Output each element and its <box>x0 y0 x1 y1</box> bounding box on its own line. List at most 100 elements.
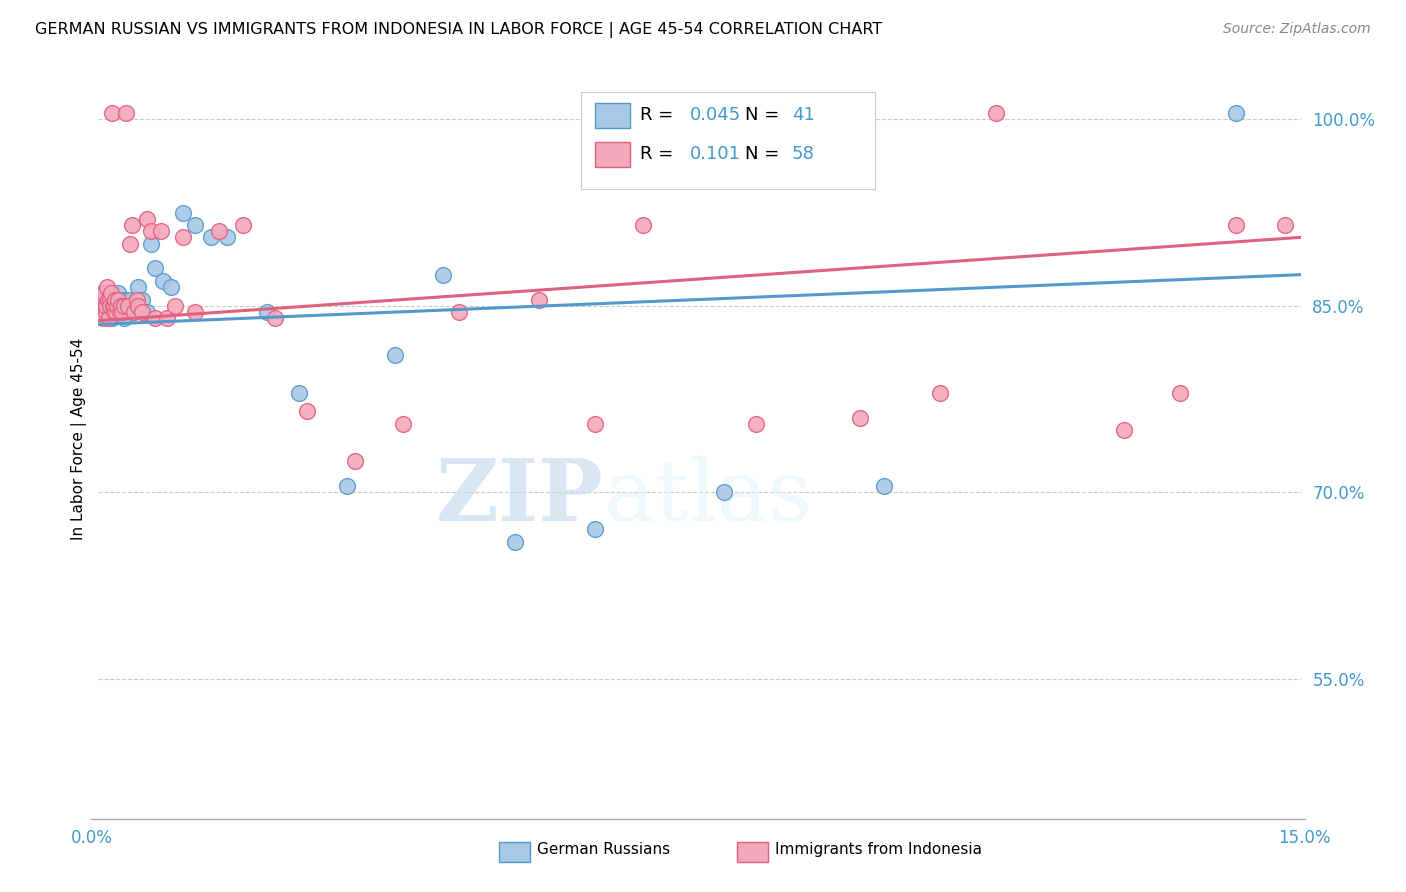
Text: 0.045: 0.045 <box>690 106 741 124</box>
Point <box>96 305 118 319</box>
Point <box>128 280 150 294</box>
Point <box>849 410 872 425</box>
Point <box>101 106 124 120</box>
Text: ZIP: ZIP <box>436 456 603 540</box>
Point <box>384 348 406 362</box>
Point <box>232 218 254 232</box>
Point <box>131 305 153 319</box>
Point <box>111 305 134 319</box>
Point <box>107 293 129 307</box>
Point <box>143 261 166 276</box>
Point <box>96 299 118 313</box>
Text: R =: R = <box>640 106 679 124</box>
Point <box>159 280 181 294</box>
Point <box>105 299 128 313</box>
Point <box>149 224 172 238</box>
Point <box>583 523 606 537</box>
Point <box>100 286 122 301</box>
Point <box>97 311 120 326</box>
Point <box>115 106 138 120</box>
Text: 0.0%: 0.0% <box>70 830 112 847</box>
Point <box>98 293 121 307</box>
Point <box>100 293 122 307</box>
Point <box>152 274 174 288</box>
Point <box>108 305 131 319</box>
Point <box>101 299 124 313</box>
Point <box>135 305 157 319</box>
Point <box>105 299 128 313</box>
Point <box>124 299 146 313</box>
Point <box>110 299 132 313</box>
Point <box>336 479 359 493</box>
Point <box>121 218 143 232</box>
Point <box>208 224 231 238</box>
Point <box>121 305 143 319</box>
Point <box>112 299 135 313</box>
Text: 0.101: 0.101 <box>690 145 741 163</box>
Point <box>107 286 129 301</box>
Point <box>120 293 142 307</box>
Point <box>163 299 186 313</box>
Point <box>263 311 285 326</box>
Point <box>94 293 117 307</box>
Point <box>91 286 114 301</box>
Point <box>101 311 124 326</box>
Point <box>101 299 124 313</box>
Point <box>143 311 166 326</box>
Point <box>103 305 125 319</box>
Point <box>124 305 146 319</box>
Point <box>117 299 139 313</box>
Point <box>744 417 766 431</box>
Point <box>93 286 115 301</box>
Point <box>125 293 148 307</box>
Point <box>447 305 470 319</box>
Point <box>94 299 117 313</box>
Text: GERMAN RUSSIAN VS IMMIGRANTS FROM INDONESIA IN LABOR FORCE | AGE 45-54 CORRELATI: GERMAN RUSSIAN VS IMMIGRANTS FROM INDONE… <box>35 22 883 38</box>
Text: R =: R = <box>640 145 685 163</box>
Point <box>131 293 153 307</box>
Point <box>215 230 238 244</box>
Point <box>392 417 415 431</box>
Point <box>125 293 148 307</box>
Point <box>633 218 655 232</box>
Point <box>183 218 205 232</box>
Point <box>929 385 952 400</box>
Point <box>91 311 114 326</box>
Point <box>200 230 222 244</box>
Point <box>1225 106 1247 120</box>
Point <box>1274 218 1296 232</box>
Point <box>108 305 131 319</box>
Point <box>172 205 194 219</box>
Point <box>139 236 162 251</box>
Point <box>105 305 128 319</box>
Point <box>97 293 120 307</box>
Text: German Russians: German Russians <box>537 842 671 856</box>
Point <box>117 299 139 313</box>
Point <box>1114 423 1136 437</box>
Point <box>1225 218 1247 232</box>
Point <box>183 305 205 319</box>
Point <box>103 305 125 319</box>
Point <box>713 485 735 500</box>
Text: N =: N = <box>745 145 785 163</box>
Point <box>112 311 135 326</box>
Point <box>529 293 551 307</box>
Point <box>287 385 309 400</box>
Point <box>100 299 122 313</box>
Point <box>120 236 142 251</box>
Point <box>256 305 278 319</box>
Point <box>172 230 194 244</box>
Y-axis label: In Labor Force | Age 45-54: In Labor Force | Age 45-54 <box>72 338 87 541</box>
Point <box>1170 385 1192 400</box>
Point <box>94 305 117 319</box>
Point <box>873 479 896 493</box>
Point <box>97 299 120 313</box>
Text: Immigrants from Indonesia: Immigrants from Indonesia <box>775 842 981 856</box>
Point <box>90 293 112 307</box>
Point <box>96 280 118 294</box>
Point <box>128 299 150 313</box>
Point <box>583 417 606 431</box>
Point <box>343 454 366 468</box>
Point <box>111 293 134 307</box>
Point <box>432 268 454 282</box>
